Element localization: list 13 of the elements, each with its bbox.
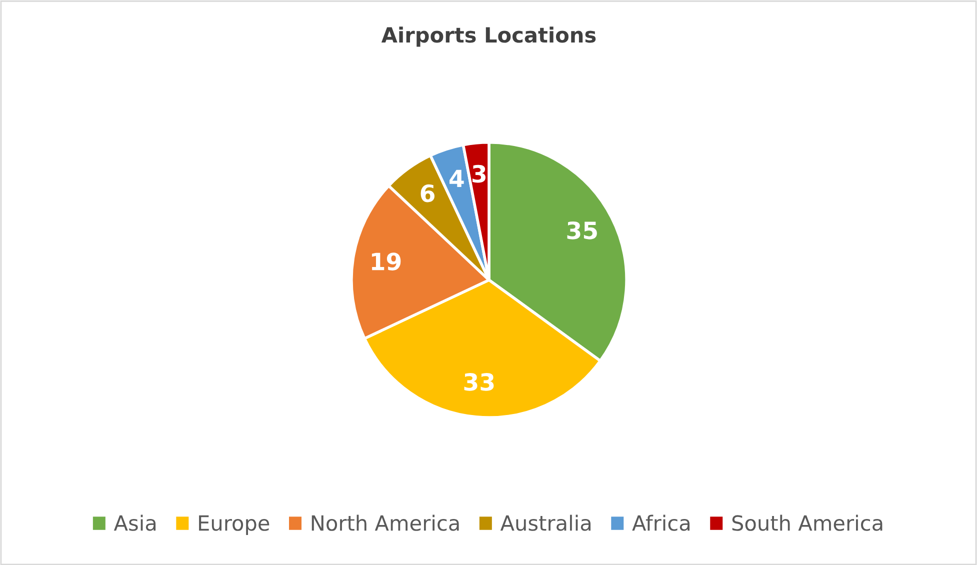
data-label: 19 bbox=[372, 252, 401, 270]
data-label: 6 bbox=[420, 184, 434, 202]
legend-label: Europe bbox=[199, 515, 270, 535]
data-label: 3 bbox=[472, 164, 486, 183]
legend-label: Asia bbox=[114, 514, 156, 531]
chart-title: Airports Locations bbox=[381, 26, 596, 47]
data-label: 33 bbox=[464, 373, 494, 391]
legend-label: North America bbox=[312, 514, 459, 531]
data-label: 4 bbox=[450, 170, 464, 188]
legend-label: Africa bbox=[632, 514, 690, 531]
legend-label: South America bbox=[732, 514, 882, 531]
data-label: 35 bbox=[567, 221, 597, 240]
legend-label: Australia bbox=[500, 514, 591, 531]
